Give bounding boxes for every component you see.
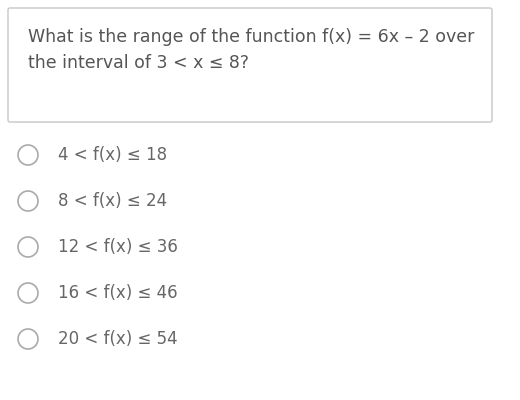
Text: What is the range of the function f(x) = 6x – 2 over
the interval of 3 < x ≤ 8?: What is the range of the function f(x) =… xyxy=(28,28,474,72)
Circle shape xyxy=(18,283,38,303)
Circle shape xyxy=(18,145,38,165)
Text: 16 < f(x) ≤ 46: 16 < f(x) ≤ 46 xyxy=(58,284,178,302)
Text: 4 < f(x) ≤ 18: 4 < f(x) ≤ 18 xyxy=(58,146,167,164)
Circle shape xyxy=(18,237,38,257)
Text: 8 < f(x) ≤ 24: 8 < f(x) ≤ 24 xyxy=(58,192,167,210)
Circle shape xyxy=(18,191,38,211)
Text: 20 < f(x) ≤ 54: 20 < f(x) ≤ 54 xyxy=(58,330,178,348)
FancyBboxPatch shape xyxy=(8,8,492,122)
Text: 12 < f(x) ≤ 36: 12 < f(x) ≤ 36 xyxy=(58,238,178,256)
Circle shape xyxy=(18,329,38,349)
